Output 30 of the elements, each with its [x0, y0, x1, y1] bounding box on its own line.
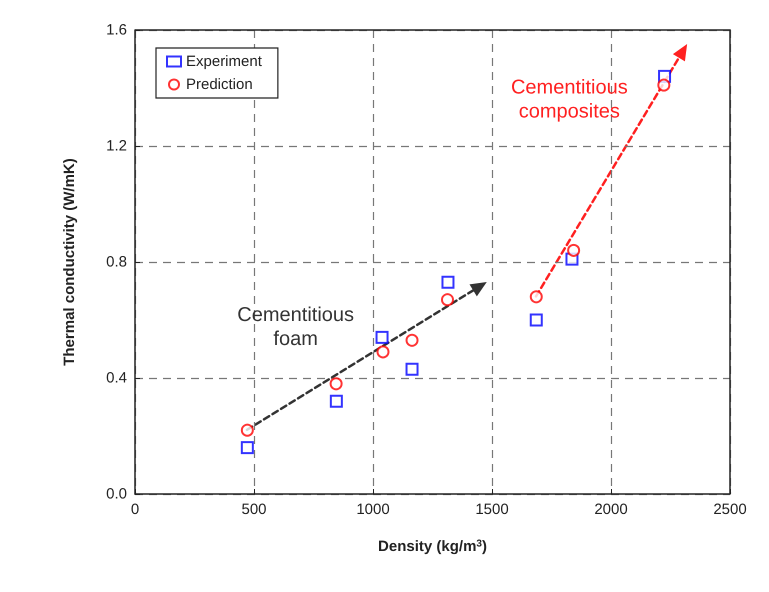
y-tick-label: 1.2 [106, 138, 127, 154]
point [441, 276, 454, 289]
y-tick-label: 1.6 [106, 22, 127, 38]
point [330, 394, 343, 408]
point [406, 362, 419, 376]
point [240, 441, 254, 454]
x-tick-label: 1500 [475, 501, 509, 518]
point [376, 345, 390, 358]
annotation: Cementitious composites [510, 76, 628, 123]
point [376, 330, 389, 344]
point [530, 314, 543, 326]
x-tick-label: 500 [241, 501, 267, 518]
point [240, 424, 254, 437]
point [441, 293, 454, 306]
point [530, 290, 543, 304]
y-axis-title: Thermal conductivity (W/mK) [61, 158, 78, 366]
legend-label: Prediction [186, 76, 253, 93]
y-tick-label: 0.0 [106, 486, 127, 502]
x-tick-label: 2000 [594, 501, 628, 518]
x-tick-label: 1000 [356, 501, 390, 518]
point [567, 244, 580, 257]
x-tick-label: 2500 [713, 501, 747, 518]
point [657, 78, 670, 92]
y-tick-label: 0.4 [106, 370, 127, 386]
point [330, 377, 343, 390]
legend-label: Experiment [186, 53, 263, 70]
y-tick-label: 0.8 [106, 254, 127, 270]
point [406, 334, 419, 347]
annotation: Cementitious foam [237, 304, 354, 350]
x-tick-label: 0 [130, 501, 140, 518]
